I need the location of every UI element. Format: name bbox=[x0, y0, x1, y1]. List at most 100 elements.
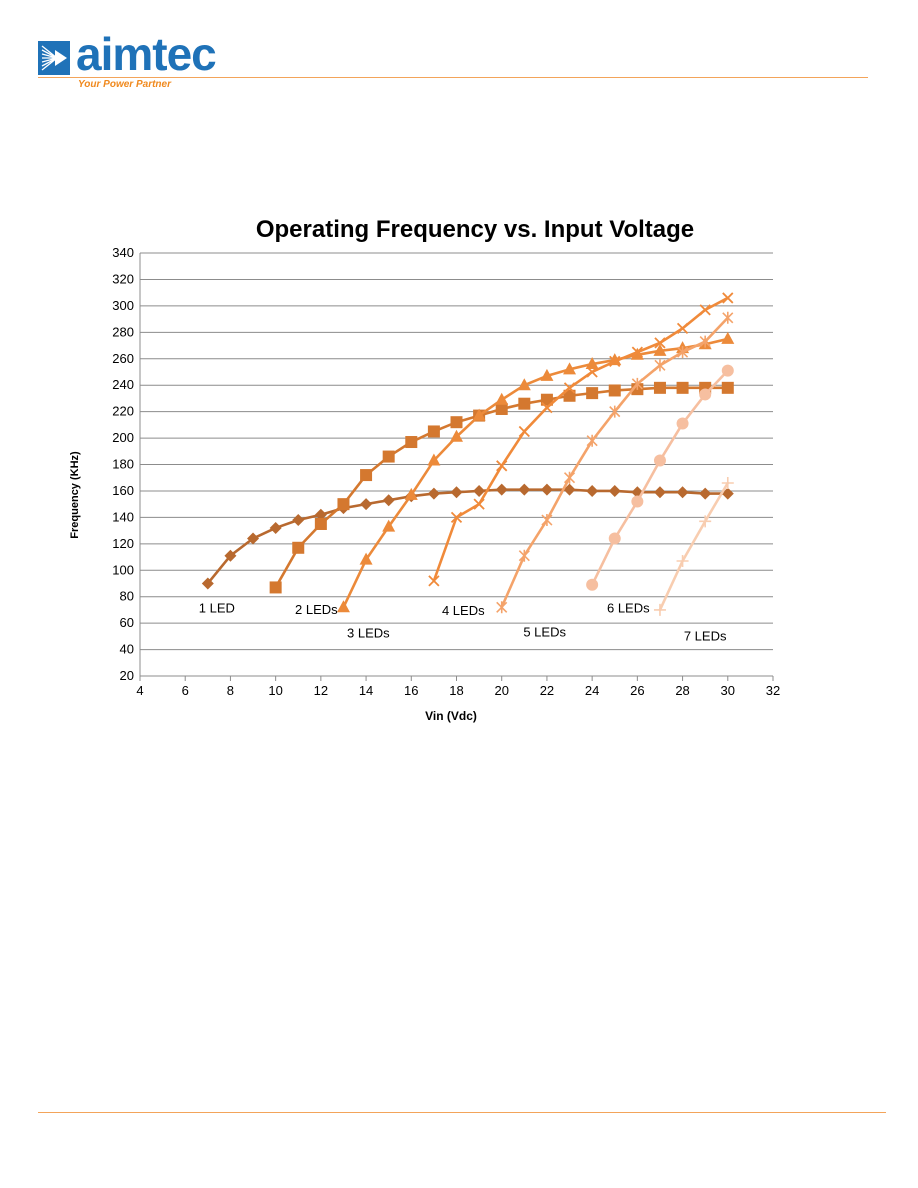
data-point bbox=[541, 402, 553, 414]
data-point bbox=[631, 495, 644, 508]
frequency-chart: Operating Frequency vs. Input Voltage 20… bbox=[69, 216, 780, 723]
data-point bbox=[563, 382, 576, 394]
y-tick-label: 40 bbox=[120, 642, 134, 657]
data-point bbox=[518, 397, 531, 410]
y-tick-label: 300 bbox=[112, 298, 134, 313]
logo: aimtec Your Power Partner bbox=[38, 28, 238, 94]
series-annotation: 1 LED bbox=[199, 601, 235, 616]
data-point bbox=[540, 368, 554, 381]
data-point bbox=[608, 484, 621, 497]
series-annotation: 5 LEDs bbox=[523, 624, 566, 639]
x-tick-label: 14 bbox=[359, 683, 373, 698]
data-point bbox=[586, 387, 599, 400]
y-tick-label: 260 bbox=[112, 351, 134, 366]
data-point bbox=[721, 331, 735, 344]
data-point bbox=[699, 388, 712, 401]
x-tick-label: 30 bbox=[721, 683, 735, 698]
data-point bbox=[269, 581, 282, 594]
data-point bbox=[586, 578, 599, 591]
series-annotation: 2 LEDs bbox=[295, 602, 338, 617]
x-tick-label: 20 bbox=[494, 683, 508, 698]
data-point bbox=[609, 405, 621, 418]
data-point bbox=[201, 577, 214, 590]
y-tick-labels: 20 40 60 80 100 120 140 160 180 200 220 240 260 280 30… bbox=[112, 245, 134, 683]
data-point bbox=[292, 541, 305, 554]
data-point bbox=[382, 519, 396, 532]
data-point bbox=[427, 487, 440, 500]
chart-title: Operating Frequency vs. Input Voltage bbox=[256, 216, 694, 243]
data-point bbox=[653, 343, 667, 356]
data-point bbox=[586, 484, 599, 497]
data-point bbox=[677, 346, 689, 359]
series-line bbox=[590, 369, 730, 587]
header-rule bbox=[38, 77, 868, 78]
data-point bbox=[224, 549, 237, 562]
y-tick-label: 160 bbox=[112, 483, 134, 498]
data-point bbox=[473, 484, 486, 497]
data-point bbox=[247, 532, 260, 545]
data-point bbox=[699, 487, 712, 500]
x-tick-label: 10 bbox=[268, 683, 282, 698]
series-annotation: 6 LEDs bbox=[607, 601, 650, 616]
data-point bbox=[540, 483, 553, 496]
series-1 bbox=[201, 483, 734, 590]
data-point bbox=[360, 498, 373, 511]
x-tick-label: 8 bbox=[227, 683, 234, 698]
y-tick-label: 340 bbox=[112, 245, 134, 260]
logo-tagline: Your Power Partner bbox=[78, 79, 171, 90]
data-point bbox=[676, 486, 689, 499]
data-point bbox=[563, 362, 577, 375]
data-point bbox=[427, 425, 440, 438]
data-point bbox=[405, 436, 418, 449]
data-point bbox=[495, 483, 508, 496]
x-tick-label: 6 bbox=[182, 683, 189, 698]
x-tick-label: 26 bbox=[630, 683, 644, 698]
data-point bbox=[631, 346, 643, 358]
series-5 bbox=[496, 311, 734, 614]
data-point bbox=[721, 364, 734, 377]
data-point bbox=[563, 389, 576, 402]
y-tick-label: 80 bbox=[120, 589, 134, 604]
data-point bbox=[269, 521, 282, 534]
data-point bbox=[472, 408, 486, 421]
x-tick-label: 12 bbox=[314, 683, 328, 698]
data-point bbox=[337, 498, 350, 511]
y-tick-label: 100 bbox=[112, 562, 134, 577]
data-point bbox=[699, 515, 712, 528]
data-point bbox=[676, 381, 689, 394]
data-point bbox=[699, 335, 711, 348]
annotation-group: 1 LED 2 LEDs 3 LEDs 4 LEDs 5 LEDs 6 LEDs 7 LED… bbox=[199, 601, 727, 644]
data-point bbox=[450, 511, 463, 524]
x-tick-label: 22 bbox=[540, 683, 554, 698]
data-point bbox=[676, 417, 689, 430]
y-tick-label: 280 bbox=[112, 324, 134, 339]
data-point bbox=[563, 483, 576, 496]
data-point bbox=[382, 450, 395, 463]
series-2 bbox=[269, 381, 734, 594]
data-point bbox=[359, 552, 373, 565]
data-point bbox=[518, 425, 530, 438]
x-tick-label: 28 bbox=[675, 683, 689, 698]
data-point bbox=[518, 549, 530, 562]
data-point bbox=[653, 454, 666, 467]
data-point bbox=[450, 486, 463, 499]
data-point bbox=[540, 393, 553, 406]
y-tick-label: 60 bbox=[120, 615, 134, 630]
data-point bbox=[721, 477, 734, 490]
series-7 bbox=[653, 477, 734, 616]
data-point bbox=[314, 508, 327, 521]
data-point bbox=[654, 337, 666, 349]
data-point bbox=[360, 469, 373, 482]
data-point bbox=[292, 514, 305, 527]
series-4 bbox=[428, 292, 734, 587]
x-tick-label: 24 bbox=[585, 683, 599, 698]
series-annotation: 7 LEDs bbox=[684, 628, 727, 643]
x-tick-labels: 4 6 8 10 12 14 16 18 20 22 24 26 28 30 32 bbox=[136, 683, 780, 698]
data-point bbox=[404, 487, 418, 500]
data-point bbox=[495, 392, 509, 405]
data-point bbox=[473, 498, 485, 510]
data-point bbox=[450, 429, 463, 442]
data-point bbox=[722, 292, 734, 304]
data-point bbox=[336, 600, 350, 613]
x-tick-label: 4 bbox=[136, 683, 143, 698]
